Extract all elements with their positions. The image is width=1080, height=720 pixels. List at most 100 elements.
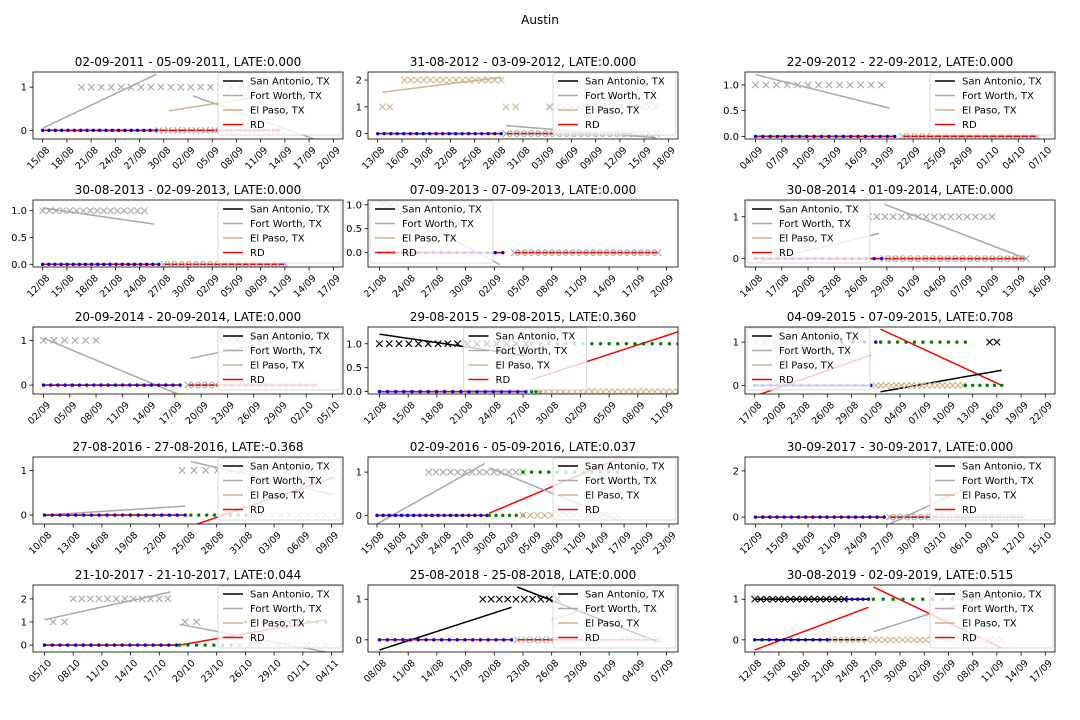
dot-marker bbox=[797, 134, 802, 139]
dot-marker bbox=[796, 515, 801, 519]
x-marker bbox=[187, 83, 195, 91]
x-marker bbox=[413, 76, 421, 84]
dot-marker bbox=[855, 597, 860, 601]
legend-label: RD bbox=[250, 248, 265, 259]
x-marker bbox=[828, 636, 836, 644]
dot-marker bbox=[66, 128, 70, 133]
dot-marker bbox=[142, 383, 146, 387]
dot-marker bbox=[135, 643, 140, 647]
dot-marker bbox=[436, 513, 440, 518]
legend-label: El Paso, TX bbox=[250, 361, 305, 372]
legend-label: El Paso, TX bbox=[585, 491, 640, 502]
dot-marker bbox=[650, 342, 654, 346]
legend-label: RD bbox=[585, 633, 600, 644]
dot-marker bbox=[174, 643, 179, 647]
axes-frame bbox=[744, 199, 1056, 268]
x-marker bbox=[520, 595, 528, 603]
dot-marker bbox=[97, 128, 102, 133]
subplot-title: 25-08-2018 - 25-08-2018, LATE:0.000 bbox=[410, 568, 637, 582]
x-marker bbox=[585, 249, 594, 257]
dot-marker bbox=[177, 643, 182, 647]
legend-label: El Paso, TX bbox=[779, 234, 834, 245]
x-marker bbox=[922, 636, 930, 644]
dot-marker bbox=[985, 383, 989, 388]
x-marker bbox=[86, 207, 94, 215]
legend-label: San Antonio, TX bbox=[962, 77, 1042, 88]
dot-marker bbox=[66, 513, 70, 517]
series-line bbox=[755, 73, 890, 109]
dot-marker bbox=[789, 638, 793, 642]
dot-marker bbox=[120, 383, 125, 387]
dot-marker bbox=[891, 597, 895, 601]
dot-marker bbox=[91, 128, 95, 133]
x-marker bbox=[1015, 255, 1023, 263]
dot-marker bbox=[856, 134, 860, 139]
dot-marker bbox=[529, 470, 534, 474]
dot-marker bbox=[132, 262, 137, 267]
x-marker bbox=[509, 130, 517, 138]
x-marker bbox=[432, 468, 440, 476]
axes-frame bbox=[744, 71, 1056, 140]
dot-marker bbox=[112, 643, 117, 647]
dot-marker bbox=[790, 134, 794, 139]
dot-marker bbox=[753, 515, 758, 519]
x-marker bbox=[95, 595, 103, 603]
dot-marker bbox=[116, 128, 121, 133]
x-marker bbox=[804, 595, 813, 603]
y-tick-label: 0 bbox=[21, 381, 27, 392]
dot-marker bbox=[399, 513, 404, 518]
y-tick-label: 0 bbox=[356, 635, 362, 646]
dot-marker bbox=[879, 256, 884, 261]
x-marker bbox=[39, 207, 47, 215]
dot-marker bbox=[126, 262, 131, 267]
legend-label: Fort Worth, TX bbox=[250, 604, 322, 615]
legend: San Antonio, TX Fort Worth, TX El Paso, TX… bbox=[552, 72, 677, 136]
legend-label: RD bbox=[585, 120, 600, 131]
legend-label: RD bbox=[250, 505, 265, 516]
dot-marker bbox=[164, 383, 168, 387]
legend-label: RD bbox=[779, 248, 794, 259]
x-marker bbox=[993, 338, 1001, 346]
dot-marker bbox=[659, 342, 663, 346]
dot-marker bbox=[921, 340, 925, 344]
dot-marker bbox=[40, 262, 45, 267]
dot-marker bbox=[841, 134, 846, 139]
x-marker bbox=[921, 513, 929, 521]
y-tick-label: 1.0 bbox=[723, 80, 739, 91]
dot-marker bbox=[65, 262, 69, 267]
x-marker bbox=[887, 636, 895, 644]
legend-label: El Paso, TX bbox=[779, 361, 834, 372]
dot-marker bbox=[493, 250, 497, 255]
dot-marker bbox=[56, 383, 60, 387]
legend-label: Fort Worth, TX bbox=[585, 476, 657, 487]
x-marker bbox=[188, 260, 196, 267]
x-marker bbox=[512, 595, 520, 603]
x-marker bbox=[863, 636, 871, 644]
x-marker bbox=[986, 338, 994, 346]
legend-label: Fort Worth, TX bbox=[779, 219, 851, 230]
x-marker bbox=[471, 76, 479, 84]
x-marker bbox=[426, 76, 434, 84]
x-marker bbox=[947, 255, 956, 263]
dot-marker bbox=[783, 134, 787, 139]
x-marker bbox=[446, 468, 455, 476]
dot-marker bbox=[410, 389, 414, 394]
y-tick-label: 1 bbox=[356, 595, 362, 606]
dot-marker bbox=[77, 262, 82, 267]
x-marker bbox=[181, 618, 189, 626]
dot-marker bbox=[846, 515, 851, 519]
dot-marker bbox=[878, 134, 882, 139]
y-tick-label: 0.0 bbox=[346, 248, 362, 259]
x-marker bbox=[903, 255, 911, 263]
x-marker bbox=[147, 595, 155, 603]
dot-marker bbox=[624, 342, 629, 346]
x-marker bbox=[504, 468, 513, 476]
x-marker bbox=[204, 381, 212, 389]
x-marker bbox=[892, 513, 901, 521]
legend-label: RD bbox=[250, 375, 265, 386]
x-marker bbox=[835, 81, 844, 89]
x-marker bbox=[167, 260, 175, 267]
dot-marker bbox=[447, 131, 451, 136]
x-marker bbox=[882, 381, 890, 389]
x-marker bbox=[772, 81, 781, 89]
